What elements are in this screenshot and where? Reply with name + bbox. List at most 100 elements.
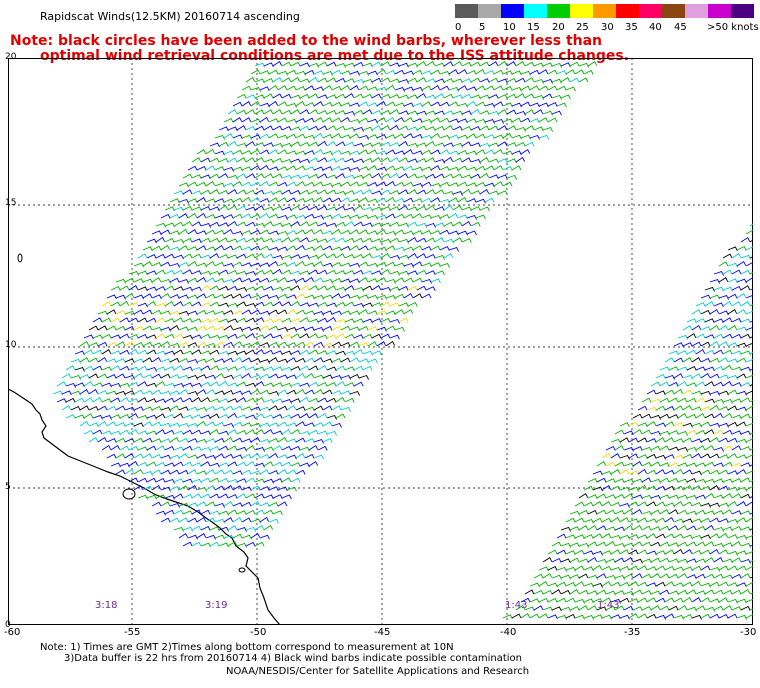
wind-barb	[250, 406, 261, 412]
wind-barb	[479, 61, 490, 67]
wind-barb	[151, 438, 162, 444]
wind-barb	[182, 445, 193, 451]
lat-label: 0	[5, 620, 11, 630]
wind-barb	[614, 605, 625, 611]
wind-barb	[394, 116, 405, 123]
wind-barb	[704, 510, 715, 516]
wind-barb	[367, 294, 379, 300]
wind-barb	[398, 62, 409, 68]
wind-barb	[250, 213, 261, 219]
wind-barb	[619, 503, 631, 508]
wind-barb	[268, 278, 279, 284]
wind-barb	[686, 349, 697, 355]
wind-barb	[313, 214, 325, 220]
wind-barb	[250, 470, 261, 476]
wind-barb	[596, 509, 607, 515]
wind-barb	[727, 358, 738, 364]
wind-barb	[299, 365, 310, 371]
wind-barb	[178, 517, 189, 523]
wind-barb	[466, 166, 477, 172]
wind-barb	[713, 543, 725, 548]
wind-barb	[281, 414, 292, 420]
wind-barb	[560, 574, 571, 580]
wind-barb	[632, 494, 643, 500]
wind-barb	[610, 567, 622, 572]
wind-barb	[286, 85, 297, 91]
wind-barb	[124, 326, 135, 331]
wind-barb	[101, 444, 112, 451]
wind-barb	[641, 558, 652, 564]
wind-barb	[637, 484, 648, 491]
wind-barb	[493, 164, 504, 171]
wind-barb	[281, 477, 292, 483]
wind-barb	[443, 221, 454, 227]
wind-barb	[124, 310, 136, 316]
wind-barb	[227, 494, 238, 499]
wind-barb	[673, 373, 684, 379]
wind-barb	[731, 540, 742, 547]
wind-barb	[371, 190, 382, 196]
wind-barb	[547, 582, 558, 588]
wind-barb	[736, 246, 747, 251]
wind-barb	[722, 429, 733, 435]
wind-barb	[259, 469, 270, 475]
wind-barb	[160, 310, 171, 316]
wind-barb	[304, 262, 315, 268]
wind-barb	[133, 372, 144, 379]
wind-barb	[299, 205, 310, 211]
wind-barb	[551, 78, 562, 84]
wind-barb	[677, 541, 688, 547]
wind-barb	[353, 158, 364, 164]
wind-barb	[173, 413, 184, 419]
wind-barb	[308, 125, 319, 131]
wind-barb	[691, 341, 702, 347]
wind-barb	[317, 285, 328, 291]
wind-barb	[286, 165, 297, 171]
wind-barb	[506, 125, 517, 131]
wind-barb	[362, 222, 373, 228]
wind-barb	[740, 493, 751, 499]
wind-barb	[335, 286, 347, 292]
wind-barb	[268, 213, 279, 219]
wind-barb	[466, 198, 477, 203]
legend-swatch	[478, 4, 501, 18]
wind-barb	[56, 398, 67, 404]
wind-barb	[340, 357, 351, 363]
wind-barb	[425, 110, 436, 116]
wind-barb	[713, 333, 724, 339]
wind-barb	[326, 125, 337, 131]
wind-barb	[151, 454, 162, 459]
wind-barb	[335, 301, 346, 307]
wind-barb	[335, 110, 346, 115]
wind-barb	[331, 213, 342, 219]
wind-barb	[155, 302, 167, 308]
wind-barb	[470, 94, 481, 100]
wind-barb	[713, 365, 724, 371]
wind-barb	[160, 438, 171, 444]
wind-barb	[326, 382, 337, 387]
wind-barb	[331, 390, 342, 395]
legend-swatch	[662, 4, 685, 18]
wind-barb	[299, 396, 310, 403]
wind-barb	[155, 317, 166, 323]
wind-barb	[254, 62, 265, 68]
wind-barb	[389, 237, 400, 243]
wind-barb	[578, 589, 589, 595]
wind-barb	[628, 613, 639, 619]
wind-barb	[362, 350, 373, 356]
wind-barb	[556, 615, 568, 620]
wind-barb	[245, 271, 257, 276]
wind-barb	[511, 134, 522, 140]
wind-barb	[511, 86, 523, 92]
wind-barb	[416, 270, 427, 275]
wind-barb	[281, 142, 293, 148]
wind-barb	[344, 333, 355, 339]
wind-barb	[250, 485, 261, 491]
wind-barb	[569, 510, 581, 516]
wind-barb	[322, 405, 333, 411]
wind-barb	[421, 149, 432, 155]
wind-barb	[232, 261, 243, 267]
wind-barb	[101, 349, 112, 355]
legend-swatch	[639, 4, 662, 18]
wind-barb	[700, 534, 711, 540]
